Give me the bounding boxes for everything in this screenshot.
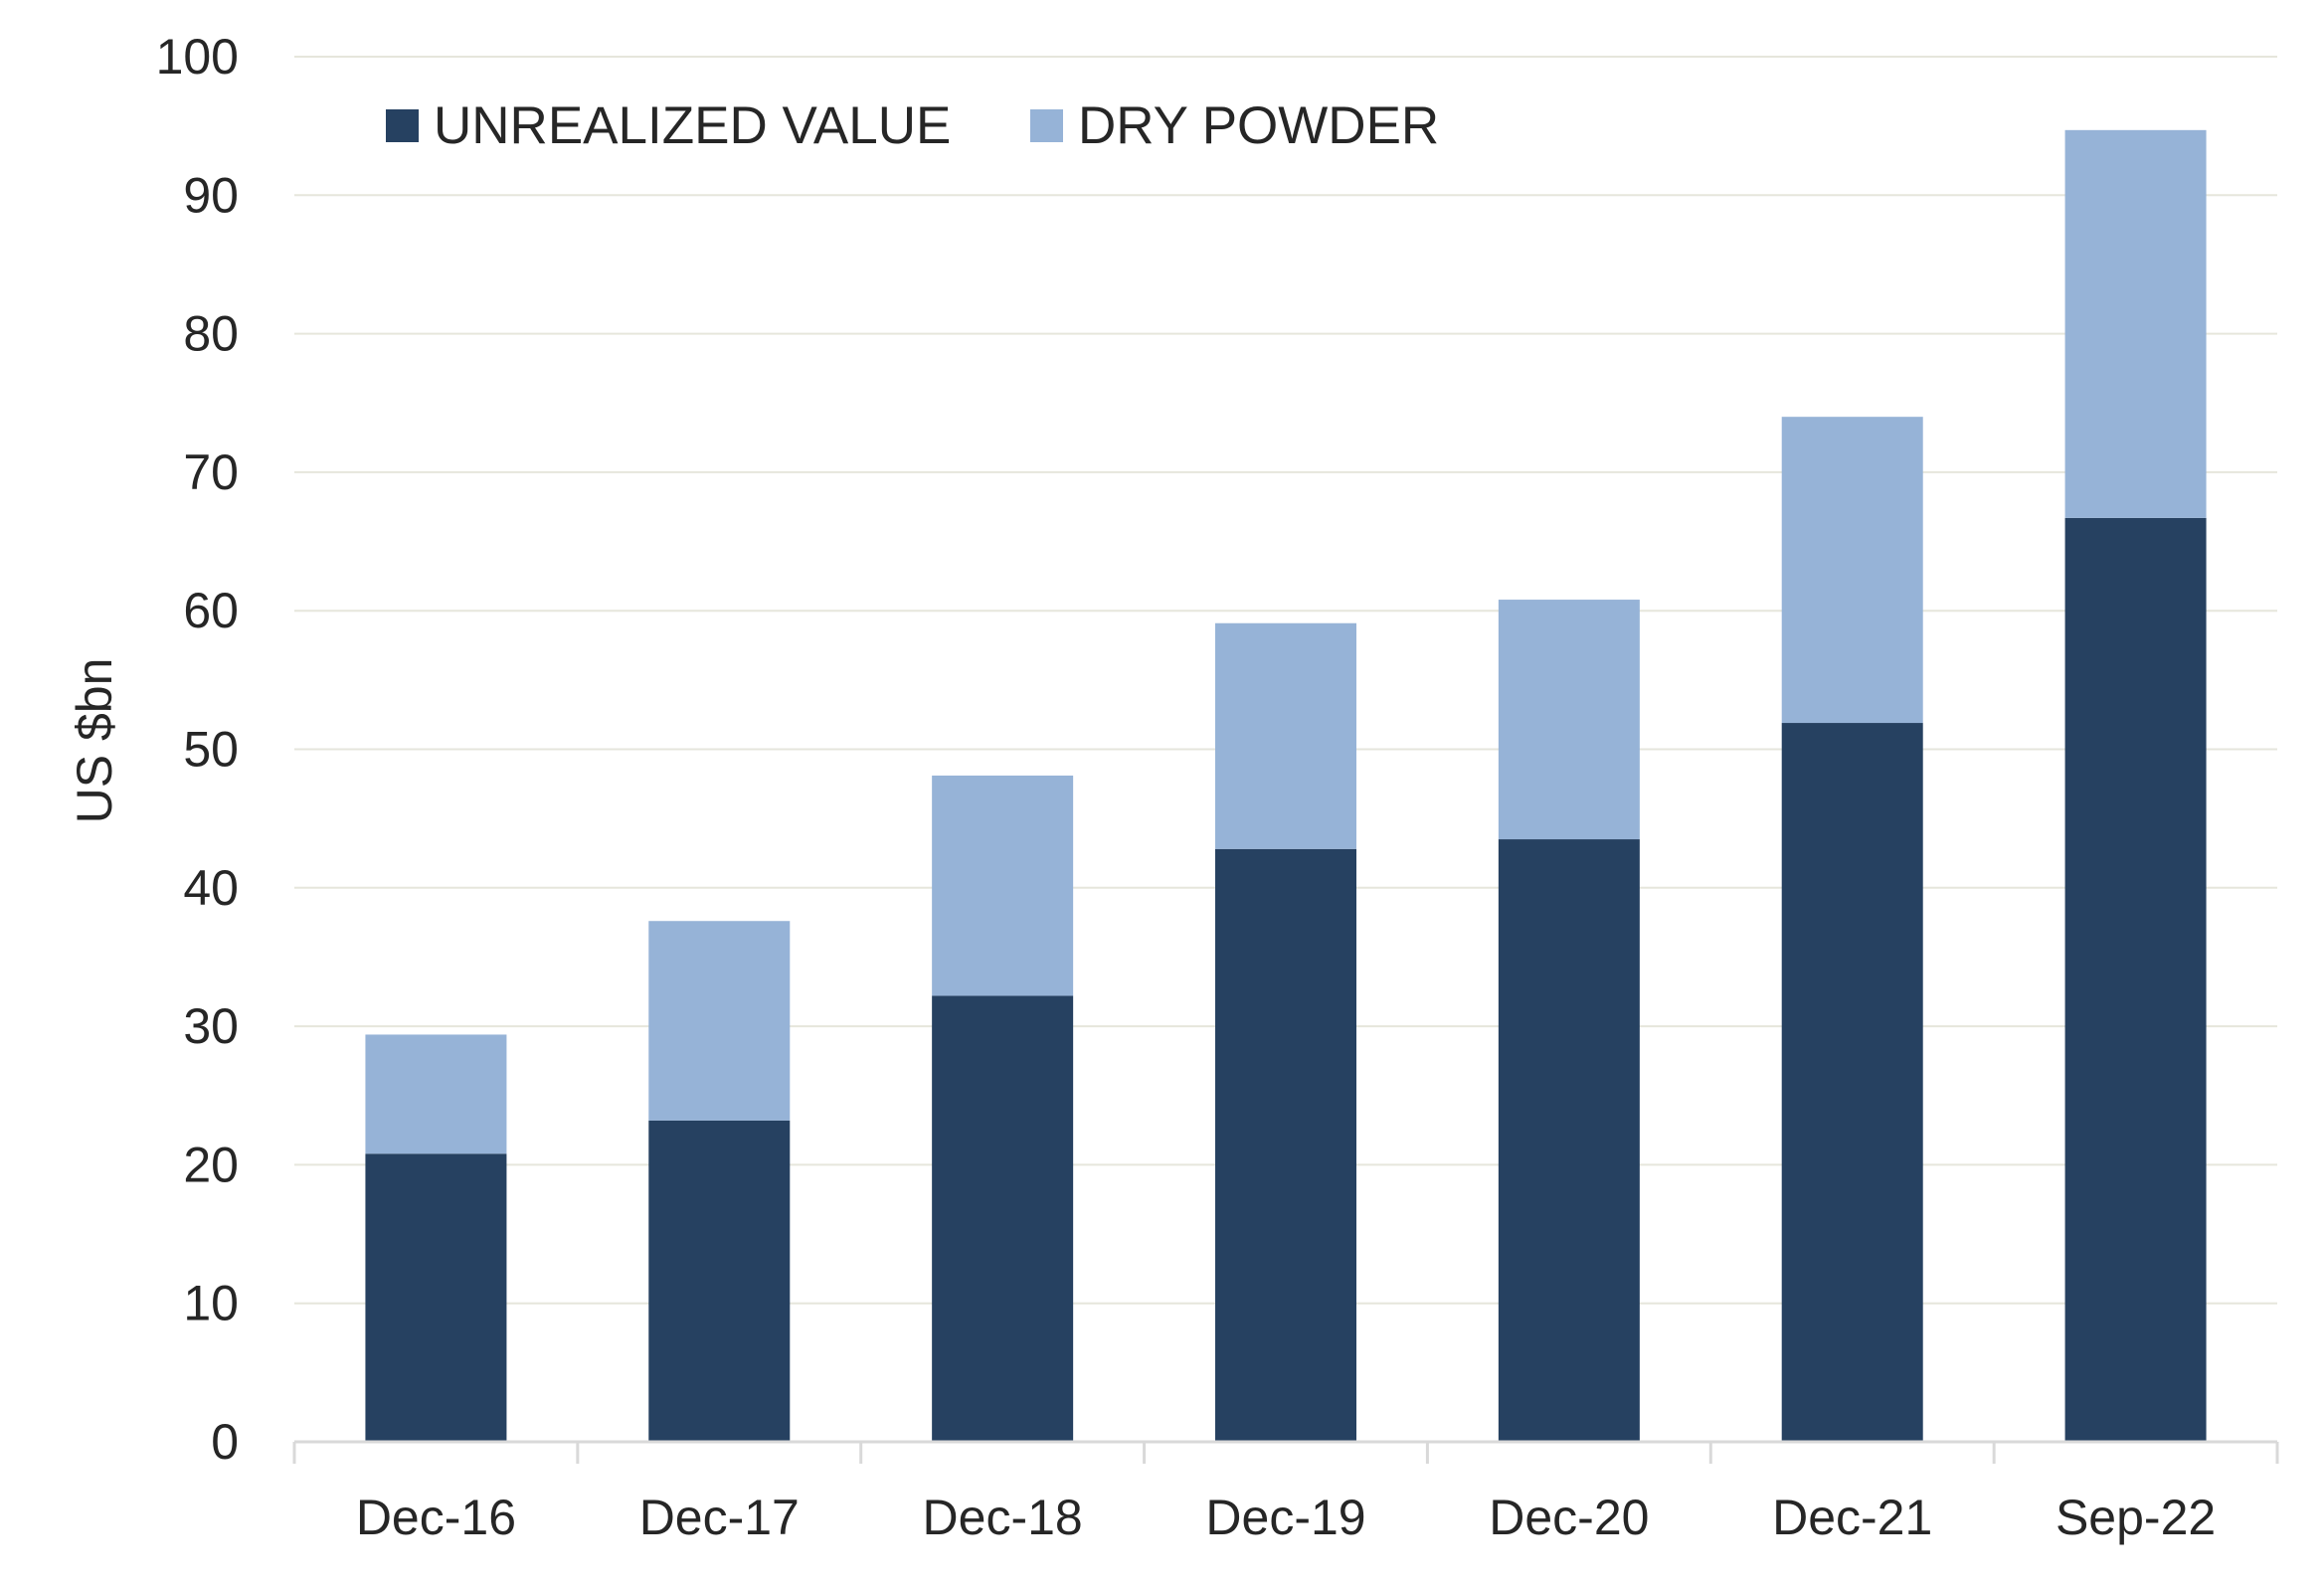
bar-unrealized-value	[648, 1120, 791, 1442]
bar-unrealized-value	[1781, 723, 1923, 1442]
x-tick-label: Sep-22	[2056, 1490, 2216, 1545]
x-tick-label: Dec-17	[639, 1490, 800, 1545]
y-tick-label: 100	[156, 29, 239, 85]
y-tick-label: 40	[183, 860, 239, 916]
bar-unrealized-value	[1498, 839, 1640, 1442]
x-tick-label: Dec-19	[1205, 1490, 1365, 1545]
y-axis-title: US $bn	[67, 658, 122, 824]
x-axis	[292, 1440, 2279, 1464]
y-tick-label: 60	[183, 583, 239, 638]
legend-label: UNREALIZED VALUE	[434, 96, 951, 155]
bars	[365, 129, 2207, 1442]
bar-unrealized-value	[365, 1153, 507, 1442]
x-axis-ticks: Dec-16 Dec-17 Dec-18 Dec-19 Dec-20 Dec-21 Sep-…	[356, 1490, 2216, 1545]
y-tick-label: 90	[183, 167, 239, 223]
y-tick-label: 50	[183, 722, 239, 778]
bar-dry-powder	[1215, 622, 1356, 849]
bar-dry-powder	[932, 775, 1074, 996]
bar-dry-powder	[1781, 417, 1923, 724]
y-axis-ticks: 0 10 20 30 40 50 60 70 80 90 100	[156, 29, 239, 1470]
legend-label: DRY POWDER	[1078, 96, 1439, 155]
bar-dry-powder	[648, 921, 791, 1121]
legend-swatch	[1030, 109, 1063, 142]
bar-dry-powder	[365, 1034, 507, 1154]
y-tick-label: 30	[183, 998, 239, 1054]
x-tick-label: Dec-20	[1489, 1490, 1649, 1545]
bar-dry-powder	[1498, 600, 1640, 840]
bar-dry-powder	[2064, 129, 2207, 518]
legend: UNREALIZED VALUE DRY POWDER	[386, 96, 1439, 155]
bar-unrealized-value	[1215, 848, 1356, 1442]
bar-unrealized-value	[932, 995, 1074, 1442]
x-tick-label: Dec-18	[923, 1490, 1083, 1545]
x-tick-label: Dec-21	[1772, 1490, 1932, 1545]
bar-unrealized-value	[2064, 517, 2207, 1442]
y-tick-label: 70	[183, 444, 239, 500]
y-tick-label: 0	[211, 1414, 239, 1470]
x-tick-label: Dec-16	[356, 1490, 516, 1545]
y-tick-label: 20	[183, 1137, 239, 1192]
y-tick-label: 80	[183, 306, 239, 362]
legend-swatch	[386, 109, 419, 142]
y-tick-label: 10	[183, 1276, 239, 1331]
